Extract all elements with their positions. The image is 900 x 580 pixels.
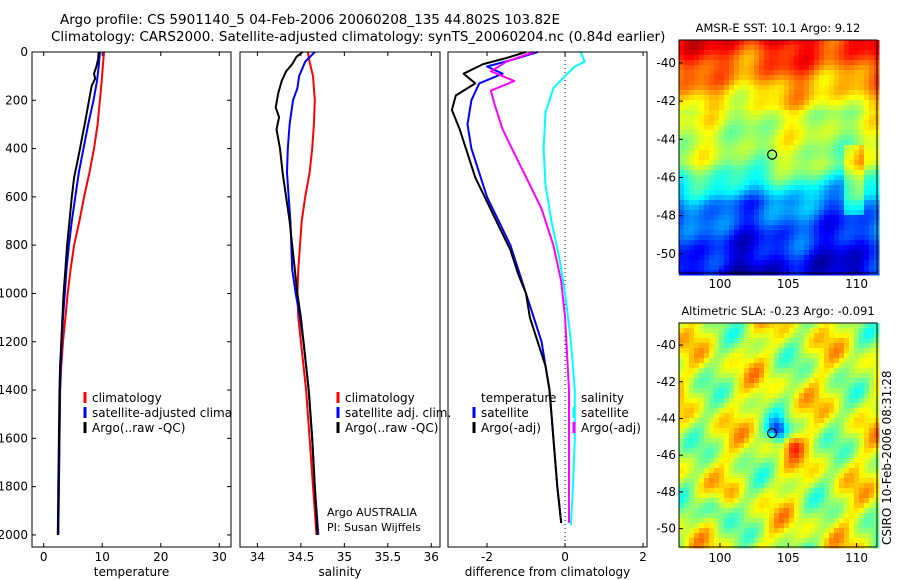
float-info-line1: Argo AUSTRALIA (327, 506, 417, 519)
difference-series-1 (450, 51, 563, 524)
salinity-axes-box (239, 51, 441, 548)
depth-tick-label: 200 (5, 93, 28, 107)
temperature-legend-entry: climatology (92, 391, 162, 405)
difference-legend-temperature-entry: satellite (481, 406, 529, 420)
difference-series-0 (466, 51, 563, 524)
depth-tick-label: 400 (5, 142, 28, 156)
amsre-sst-float-marker (767, 149, 778, 160)
salinity-series-0 (296, 51, 318, 535)
difference-series-2 (542, 51, 586, 526)
amsre-sst-xtick-label: 100 (709, 277, 732, 291)
depth-tick-label: 1000 (0, 286, 28, 300)
depth-tick-label: 1400 (0, 383, 28, 397)
altimetric-sla-ytick-label: -40 (656, 338, 676, 352)
difference-legend-salinity-entry: Argo(-adj) (581, 421, 641, 435)
amsre-sst-title: AMSR-E SST: 10.1 Argo: 9.12 (696, 21, 861, 35)
float-info-line2: PI: Susan Wijffels (327, 521, 421, 534)
difference-xtick-label: 0 (561, 550, 569, 564)
temperature-xtick-label: 0 (40, 550, 48, 564)
difference-legend-temperature-title: temperature (481, 391, 556, 405)
temperature-xlabel: temperature (94, 565, 169, 579)
temperature-profile-panel: 0 10 20 30 0 200 400 600 800 1000 1200 1400 1600 1800… (0, 45, 270, 579)
altimetric-sla-xtick-label: 105 (777, 551, 800, 565)
altimetric-sla-ytick-label: -44 (656, 411, 676, 425)
amsre-sst-xtick-label: 105 (777, 277, 800, 291)
altimetric-sla-frame (678, 322, 878, 548)
salinity-xtick-label: 35 (337, 550, 352, 564)
altimetric-sla-xtick-label: 110 (845, 551, 868, 565)
difference-legend-salinity-title: salinity (581, 391, 624, 405)
amsre-sst-ytick-label: -42 (656, 94, 676, 108)
side-timestamp-label: CSIRO 10-Feb-2006 08:31:28 (880, 370, 894, 545)
salinity-xlabel: salinity (318, 565, 361, 579)
difference-xlabel: difference from climatology (465, 565, 631, 579)
temperature-xtick-label: 20 (153, 550, 168, 564)
temperature-legend-entry: Argo(..raw -QC) (92, 421, 185, 435)
altimetric-sla-ytick-label: -48 (656, 485, 676, 499)
altimetric-sla-heatmap-cells (679, 323, 880, 549)
difference-profile-panel: -2 0 2 difference from climatology temperatu… (447, 51, 648, 579)
depth-tick-label: 1600 (0, 431, 28, 445)
salinity-legend-entry: Argo(..raw -QC) (345, 421, 438, 435)
depth-tick-label: 800 (5, 238, 28, 252)
altimetric-sla-xtick-label: 100 (709, 551, 732, 565)
amsre-sst-ytick-label: -46 (656, 171, 676, 185)
difference-series-3 (489, 51, 570, 523)
depth-tick-label: 2000 (0, 528, 28, 542)
difference-legend-salinity-entry: satellite (581, 406, 629, 420)
depth-tick-label: 0 (20, 45, 28, 59)
salinity-profile-panel: 34 34.5 35 35.5 36 salinity climatologysatelli… (239, 51, 451, 579)
amsre-sst-ytick-label: -44 (656, 132, 676, 146)
altimetric-sla-float-marker (767, 428, 778, 439)
amsre-sst-ytick-label: -50 (656, 247, 676, 261)
salinity-legend-entry: climatology (345, 391, 415, 405)
salinity-legend-entry: satellite adj. clim. (345, 406, 451, 420)
difference-axes-box (447, 51, 648, 548)
amsre-sst-frame (678, 39, 878, 274)
amsre-sst-ytick-label: -48 (656, 209, 676, 223)
salinity-xtick-label: 34.5 (288, 550, 315, 564)
salinity-xtick-label: 34 (250, 550, 265, 564)
amsre-sst-heatmap-cells (679, 40, 880, 276)
altimetric-sla-title: Altimetric SLA: -0.23 Argo: -0.091 (681, 304, 874, 318)
figure-title-line2: Climatology: CARS2000. Satellite-adjuste… (51, 29, 666, 45)
temperature-xtick-label: 10 (95, 550, 110, 564)
altimetric-sla-ytick-label: -50 (656, 522, 676, 536)
difference-xtick-label: -2 (481, 550, 493, 564)
salinity-xtick-label: 36 (424, 550, 439, 564)
sst-map-panel: AMSR-E SST: 10.1 Argo: 9.12 100 105 110 -40 -… (656, 21, 880, 291)
amsre-sst-ytick-label: -40 (656, 56, 676, 70)
altimetric-sla-ytick-label: -42 (656, 375, 676, 389)
difference-legend-temperature-entry: Argo(-adj) (481, 421, 541, 435)
salinity-xtick-label: 35.5 (374, 550, 401, 564)
temperature-xtick-label: 30 (212, 550, 227, 564)
difference-xtick-label: 2 (639, 550, 647, 564)
salinity-series-2 (274, 51, 319, 535)
altimetric-sla-ytick-label: -46 (656, 448, 676, 462)
temperature-series-2 (56, 51, 100, 535)
sla-map-panel: Altimetric SLA: -0.23 Argo: -0.091 100 105… (656, 304, 880, 565)
temperature-axes-box (31, 51, 232, 548)
temperature-legend-entry: satellite-adjusted climatology (92, 406, 270, 420)
depth-tick-label: 600 (5, 190, 28, 204)
amsre-sst-xtick-label: 110 (845, 277, 868, 291)
figure-title-line1: Argo profile: CS 5901140_5 04-Feb-2006 2… (60, 12, 561, 28)
depth-tick-label: 1800 (0, 480, 28, 494)
depth-tick-label: 1200 (0, 335, 28, 349)
